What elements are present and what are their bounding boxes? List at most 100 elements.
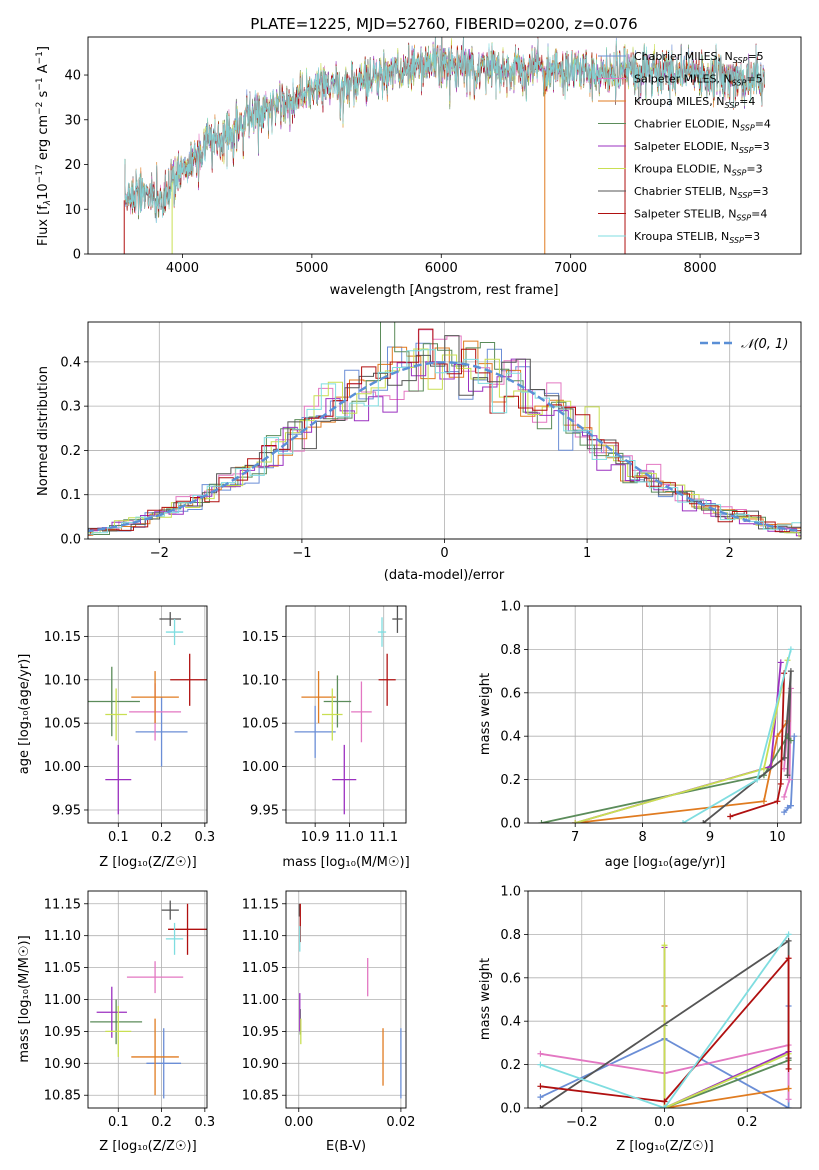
weight-vs-age-lines: [538, 646, 798, 823]
weight-vs-z-marker-chabrier-miles: [537, 1094, 544, 1101]
weight-vs-age-line-salpeter-stelib: [729, 673, 785, 818]
mass-vs-ebv-y-tick-label: 11.05: [242, 961, 279, 976]
age-vs-z-y-tick-label: 9.95: [52, 803, 81, 818]
weight-vs-age-marker-chabrier-miles: [787, 802, 794, 809]
mass-vs-z-x-tick-label: 0.1: [108, 1115, 129, 1130]
mass-vs-ebv-y-tick-label: 11.15: [242, 897, 279, 912]
age-vs-z-y-label: age [log₁₀(age/yr)]: [17, 654, 32, 775]
weight-vs-z-marker-salpeter-stelib: [785, 1065, 792, 1072]
age-vs-z-x-tick-label: 0.1: [108, 830, 129, 845]
mass-vs-ebv-errorbars: [298, 903, 402, 1099]
histogram-step-chabrier-stelib: [88, 335, 801, 535]
histogram-y-tick-label: 0.2: [60, 444, 81, 459]
age-vs-mass-panel: mass [log₁₀(M/M☉)] 10.9 11.0 11.1 9.95 10.00…: [242, 605, 410, 870]
histogram-y-tick-label: 0.3: [60, 400, 81, 415]
weight-vs-age-x-tick-label: 8: [638, 830, 646, 845]
spectrum-x-tick-label: 6000: [425, 261, 458, 276]
age-vs-mass-y-tick-label: 10.15: [242, 630, 279, 645]
mass-vs-z-frame: [87, 890, 208, 1109]
spectrum-x-tick-label: 4000: [166, 261, 199, 276]
mass-vs-z-x-tick-label: 0.2: [151, 1115, 172, 1130]
weight-vs-age-marker-kroupa-stelib: [787, 646, 794, 653]
weight-vs-age-marker-kroupa-stelib: [680, 820, 687, 823]
weight-vs-z-marker-chabrier-stelib: [785, 937, 792, 944]
mass-vs-z-x-tick-label: 0.3: [194, 1115, 215, 1130]
spectrum-x-tick-label: 5000: [295, 261, 328, 276]
weight-vs-z-y-tick-label: 0.8: [500, 928, 521, 943]
weight-vs-age-frame: [527, 605, 802, 824]
spectrum-y-tick-label: 20: [64, 158, 81, 173]
legend-label-salpeter-stelib: Salpeter STELIB, NSSP=4: [634, 208, 767, 223]
mass-vs-ebv-frame: [285, 890, 407, 1109]
gaussian-legend-label: 𝒩(0, 1): [741, 337, 788, 352]
weight-vs-age-x-tick-label: 10: [769, 830, 786, 845]
age-vs-mass-y-tick-label: 10.00: [242, 760, 279, 775]
spectrum-y-tick-label: 30: [64, 113, 81, 128]
age-vs-mass-frame: [285, 605, 407, 824]
weight-vs-z-marker-salpeter-stelib: [661, 1098, 668, 1105]
mass-vs-ebv-x-label: E(B-V): [326, 1139, 366, 1154]
weight-vs-age-marker-salpeter-stelib: [727, 813, 734, 820]
histogram-x-tick-label: 1: [583, 546, 591, 561]
weight-vs-age-marker-salpeter-stelib: [774, 798, 781, 805]
weight-vs-age-marker-salpeter-stelib: [777, 780, 784, 787]
age-vs-z-x-tick-label: 0.3: [194, 830, 215, 845]
weight-vs-age-marker-kroupa-miles: [774, 733, 781, 740]
weight-vs-age-marker-kroupa-elodie: [760, 765, 767, 772]
mass-vs-ebv-y-tick-label: 11.00: [242, 993, 279, 1008]
weight-vs-age-x-label: age [log₁₀(age/yr)]: [605, 855, 726, 870]
spectrum-lines: [123, 37, 765, 254]
weight-vs-age-line-salpeter-miles: [783, 688, 792, 798]
weight-vs-z-y-label: mass weight: [478, 958, 493, 1040]
weight-vs-z-line-chabrier-elodie: [663, 1025, 789, 1108]
histogram-x-tick-label: −1: [292, 546, 311, 561]
weight-vs-z-panel: Z [log₁₀(Z/Z☉)] mass weight −0.2 0.0 0.2 0.…: [478, 885, 802, 1154]
age-vs-z-x-label: Z [log₁₀(Z/Z☉)]: [99, 855, 196, 870]
weight-vs-age-marker-kroupa-miles: [760, 798, 767, 805]
legend-label-kroupa-elodie: Kroupa ELODIE, NSSP=3: [634, 163, 763, 178]
mass-vs-z-y-label: mass [log₁₀(M/M☉)]: [17, 935, 32, 1062]
age-vs-mass-y-tick-label: 9.95: [250, 803, 279, 818]
weight-vs-z-marker-chabrier-miles: [785, 1105, 792, 1108]
weight-vs-z-line-kroupa-stelib: [540, 933, 790, 1108]
age-vs-z-y-tick-label: 10.05: [44, 717, 81, 732]
mass-vs-z-y-tick-label: 10.95: [44, 1025, 81, 1040]
spectrum-y-tick-label: 10: [64, 203, 81, 218]
weight-vs-age-marker-kroupa-stelib: [754, 776, 761, 783]
histogram-y-tick-label: 0.1: [60, 488, 81, 503]
histogram-x-tick-label: 0: [440, 546, 448, 561]
spectrum-panel: PLATE=1225, MJD=52760, FIBERID=0200, z=0…: [35, 15, 802, 298]
weight-vs-age-x-tick-label: 9: [706, 830, 714, 845]
legend-label-chabrier-miles: Chabrier MILES, NSSP=5: [634, 50, 764, 65]
spectrum-line-kroupa-stelib: [124, 37, 765, 224]
weight-vs-z-x-tick-label: 0.2: [737, 1115, 758, 1130]
gaussian-curve: [88, 361, 801, 533]
weight-vs-age-marker-chabrier-stelib: [787, 668, 794, 675]
weight-vs-age-x-tick-label: 7: [571, 830, 579, 845]
weight-vs-age-line-salpeter-elodie: [574, 662, 782, 823]
histogram-x-tick-label: 2: [726, 546, 734, 561]
weight-vs-age-y-tick-label: 0.2: [500, 773, 521, 788]
weight-vs-z-marker-kroupa-elodie: [661, 942, 668, 949]
histogram-step-kroupa-elodie: [88, 348, 801, 538]
weight-vs-age-marker-kroupa-elodie: [572, 820, 579, 823]
weight-vs-z-y-tick-label: 0.2: [500, 1058, 521, 1073]
legend-label-chabrier-elodie: Chabrier ELODIE, NSSP=4: [634, 118, 771, 133]
weight-vs-z-marker-salpeter-stelib: [785, 955, 792, 962]
age-vs-z-panel: Z [log₁₀(Z/Z☉)] age [log₁₀(age/yr)] 0.1 0…: [17, 605, 215, 870]
weight-vs-z-lines: [537, 931, 792, 1108]
mass-vs-ebv-panel: E(B-V) 0.00 0.02 10.85 10.90 10.95 11.00 11.05…: [242, 890, 415, 1154]
weight-vs-z-line-salpeter-miles: [540, 1043, 790, 1100]
mass-vs-z-y-tick-label: 10.90: [44, 1057, 81, 1072]
age-vs-z-y-tick-label: 10.15: [44, 630, 81, 645]
age-vs-mass-x-label: mass [log₁₀(M/M☉)]: [282, 855, 409, 870]
weight-vs-z-y-tick-label: 0.6: [500, 971, 521, 986]
legend-label-salpeter-elodie: Salpeter ELODIE, NSSP=3: [634, 140, 770, 155]
age-vs-mass-x-tick-label: 11.0: [335, 830, 364, 845]
legend-label-kroupa-stelib: Kroupa STELIB, NSSP=3: [634, 230, 760, 245]
residual-histogram-panel: (data-model)/error Normed distribution −…: [36, 321, 802, 583]
weight-vs-age-y-label: mass weight: [478, 673, 493, 755]
age-vs-mass-errorbars: [294, 606, 403, 815]
legend-label-kroupa-miles: Kroupa MILES, NSSP=4: [634, 95, 755, 110]
